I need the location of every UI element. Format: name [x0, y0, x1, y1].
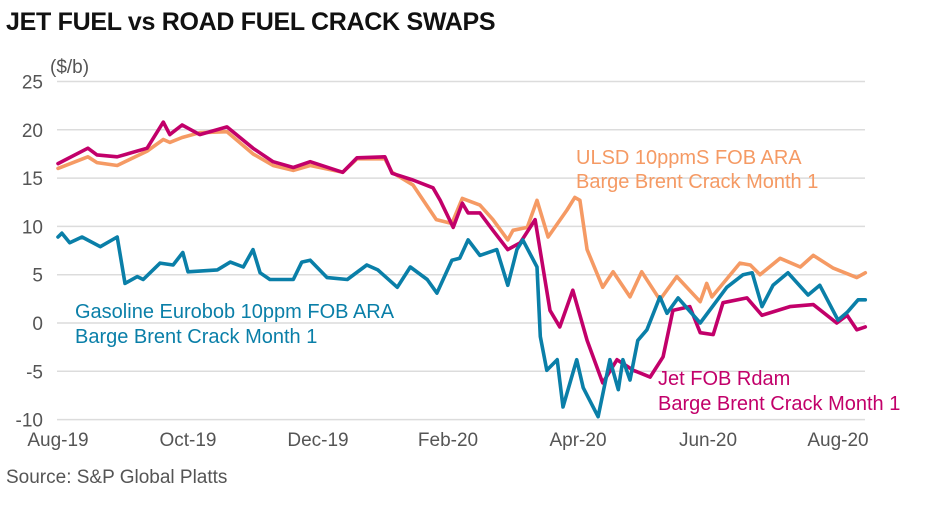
- x-tick-label: Aug-20: [807, 430, 868, 451]
- y-tick-label: 25: [22, 73, 43, 94]
- legend-label-jet: Jet FOB Rdam Barge Brent Crack Month 1: [658, 368, 900, 415]
- y-tick-label: 10: [22, 217, 43, 238]
- series-line-jet: [56, 120, 868, 385]
- ulsd-label-line-2: Barge Brent Crack Month 1: [576, 171, 818, 193]
- x-tick-label: Feb-20: [418, 430, 478, 451]
- y-tick-label: 15: [22, 169, 43, 190]
- ulsd-label-line-1: ULSD 10ppmS FOB ARA: [576, 147, 802, 169]
- series-lines: [56, 120, 868, 419]
- legend-label-ulsd: ULSD 10ppmS FOB ARA Barge Brent Crack Mo…: [576, 147, 818, 193]
- x-tick-label: Aug-19: [27, 430, 88, 451]
- x-tick-label: Apr-20: [549, 430, 606, 451]
- gasoline-label-line-2: Barge Brent Crack Month 1: [75, 326, 317, 348]
- x-tick-label: Jun-20: [679, 430, 737, 451]
- y-tick-label: -10: [16, 411, 43, 432]
- y-tick-label: 5: [32, 266, 43, 287]
- jet-label-line-2: Barge Brent Crack Month 1: [658, 393, 900, 415]
- y-tick-label: 0: [32, 314, 43, 335]
- x-tick-label: Dec-19: [287, 430, 348, 451]
- gasoline-label-line-1: Gasoline Eurobob 10ppm FOB ARA: [75, 301, 395, 323]
- y-tick-label: -5: [26, 362, 43, 383]
- x-tick-label: Oct-19: [159, 430, 216, 451]
- chart-title: JET FUEL vs ROAD FUEL CRACK SWAPS: [6, 8, 496, 36]
- source-note: Source: S&P Global Platts: [6, 467, 228, 488]
- jet-label-line-1: Jet FOB Rdam: [658, 368, 790, 390]
- y-axis-unit-label: ($/b): [50, 57, 89, 78]
- legend-label-gasoline: Gasoline Eurobob 10ppm FOB ARA Barge Bre…: [75, 301, 395, 348]
- y-axis-ticks: 25 20 15 10 5 0 -5 -10: [16, 73, 43, 432]
- series-line-gasoline: [56, 231, 868, 419]
- y-tick-label: 20: [22, 121, 43, 142]
- x-axis-ticks: Aug-19 Oct-19 Dec-19 Feb-20 Apr-20 Jun-20 Aug-…: [27, 430, 868, 451]
